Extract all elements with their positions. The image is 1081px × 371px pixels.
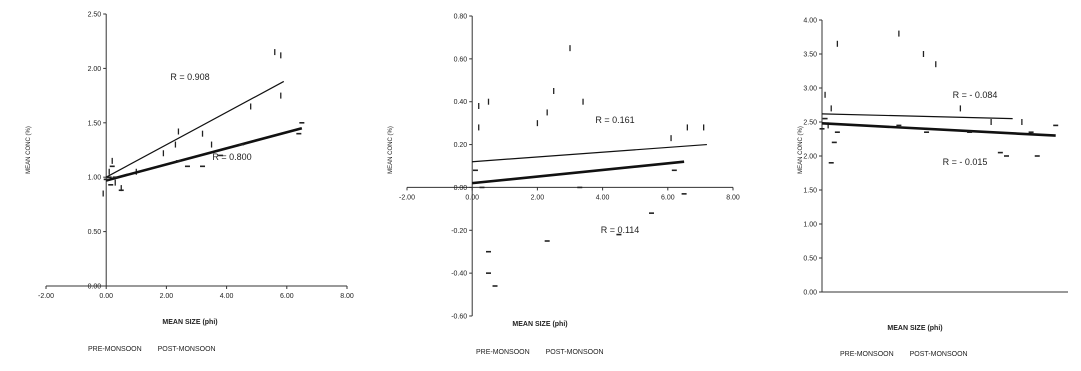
c2-x-tick-label: 4.00: [596, 194, 610, 201]
chart-3-legend-post: POST-MONSOON: [909, 351, 968, 358]
chart-3-svg: 0.00 0.50 1.00 1.50 2.00 2.50 3.00 3.50 4.00 MEAN…: [798, 18, 1068, 332]
c2-y-tick-label: 0.20: [454, 142, 468, 149]
c2-y-tick-label: -0.40: [451, 271, 467, 278]
c3-y-tick-label: 3.00: [803, 86, 817, 93]
c2-x-axis-title: MEAN SIZE (phi): [512, 321, 567, 328]
c1-x-tick-label: 8.00: [340, 293, 354, 300]
c2-x-tick-label: 2.00: [531, 194, 545, 201]
c1-x-tick-label: 6.00: [280, 293, 294, 300]
c2-x-tick-label: -2.00: [399, 194, 415, 201]
chart-2-legend-post: POST-MONSOON: [545, 349, 604, 356]
c1-y-tick-label: 1.00: [88, 175, 102, 182]
c1-r-label-1: R = 0.908: [170, 72, 209, 82]
chart-3-legend-pre: PRE-MONSOON: [840, 351, 894, 358]
chart-panel-1: 0.00 0.50 1.00 1.50 2.00 2.50 -2.00 0.00 2.00 4.0…: [0, 0, 360, 366]
c2-r-label-2: R = 0.114: [601, 225, 640, 235]
chart-1-legend-post: POST-MONSOON: [157, 346, 216, 353]
c2-y-tick-label: 0.40: [454, 99, 468, 106]
c1-y-tick-label: 0.00: [88, 284, 102, 291]
c1-y-axis-title: MEAN CONC (%): [26, 126, 32, 174]
chart-2-legend: PRE-MONSOON POST-MONSOON: [476, 349, 618, 356]
c1-y-tick-label: 1.50: [88, 120, 102, 127]
chart-1-svg: 0.00 0.50 1.00 1.50 2.00 2.50 -2.00 0.00 2.00 4.0…: [26, 12, 354, 327]
c3-y-tick-label: 3.50: [803, 52, 817, 59]
chart-3-legend: PRE-MONSOON POST-MONSOON: [840, 351, 982, 358]
c3-y-tick-label: 4.00: [803, 18, 817, 25]
c2-x-tick-label: 6.00: [661, 194, 675, 201]
chart-panel-2: -0.60 -0.40 -0.20 0.00 0.20 0.40 0.60 0.80 -2.00…: [360, 0, 750, 366]
c3-r-label-2: R = - 0.015: [943, 157, 988, 167]
c1-y-tick-label: 2.50: [88, 12, 102, 19]
c2-y-tick-label: -0.60: [451, 314, 467, 321]
c2-x-tick-label: 0.00: [465, 194, 479, 201]
c3-y-tick-label: 0.00: [803, 290, 817, 297]
c1-y-tick-label: 0.50: [88, 229, 102, 236]
c1-x-tick-label: 4.00: [220, 293, 234, 300]
c2-x-tick-label: 8.00: [726, 194, 740, 201]
c2-y-tick-label: -0.20: [451, 228, 467, 235]
chart-1-legend: PRE-MONSOON POST-MONSOON: [88, 346, 230, 353]
c3-y-tick-label: 2.00: [803, 154, 817, 161]
c3-trendline-pre: [821, 113, 1013, 120]
c1-x-tick-label: 2.00: [160, 293, 174, 300]
c3-y-tick-label: 0.50: [803, 256, 817, 263]
c3-y-tick-label: 1.50: [803, 188, 817, 195]
c3-y-axis-title: MEAN CONC (%): [798, 126, 804, 174]
c1-x-tick-label: 0.00: [99, 293, 113, 300]
c1-y-tick-label: 2.00: [88, 66, 102, 73]
c2-y-tick-label: 0.00: [454, 185, 468, 192]
c2-trendline-pre: [472, 143, 707, 163]
c3-trendline-post: [821, 122, 1056, 137]
c1-x-axis-title: MEAN SIZE (phi): [162, 319, 217, 326]
chart-panel-3: 0.00 0.50 1.00 1.50 2.00 2.50 3.00 3.50 4.00 MEAN…: [750, 0, 1081, 366]
c2-r-label-1: R = 0.161: [595, 115, 634, 125]
c2-y-tick-label: 0.60: [454, 56, 468, 63]
chart-1-legend-pre: PRE-MONSOON: [88, 346, 142, 353]
c1-x-tick-label: -2.00: [38, 293, 54, 300]
c3-y-tick-label: 2.50: [803, 120, 817, 127]
c2-y-tick-label: 0.80: [454, 14, 468, 21]
c3-x-axis-title: MEAN SIZE (phi): [887, 325, 942, 332]
c3-r-label-1: R = - 0.084: [953, 90, 998, 100]
c1-r-label-2: R = 0.800: [212, 152, 251, 162]
c2-y-axis-title: MEAN CONC (%): [388, 126, 394, 174]
c2-trendline-post: [472, 160, 685, 185]
c3-y-tick-label: 1.00: [803, 222, 817, 229]
chart-2-legend-pre: PRE-MONSOON: [476, 349, 530, 356]
c1-trendline-post: [105, 126, 303, 182]
c1-trendline-pre: [105, 80, 285, 178]
chart-2-svg: -0.60 -0.40 -0.20 0.00 0.20 0.40 0.60 0.80 -2.00…: [388, 14, 740, 329]
